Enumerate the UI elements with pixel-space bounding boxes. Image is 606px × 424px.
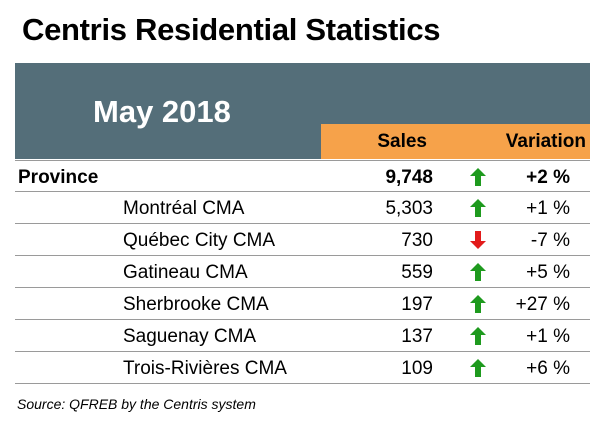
row-variation: -7 % [530, 230, 570, 251]
table-row: Québec City CMA 730 -7 % [15, 224, 590, 256]
row-name: Trois-Rivières CMA [123, 358, 287, 379]
row-name: Gatineau CMA [123, 262, 248, 283]
table-row: Sherbrooke CMA 197 +27 % [15, 288, 590, 320]
table-row-province: Province 9,748 +2 % [15, 160, 590, 192]
row-sales: 559 [401, 262, 433, 283]
page-title: Centris Residential Statistics [22, 12, 441, 47]
source-note: Source: QFREB by the Centris system [17, 396, 256, 412]
row-variation: +6 % [526, 358, 570, 379]
row-name: Province [18, 167, 99, 188]
arrow-up-icon [470, 327, 486, 345]
table-row: Saguenay CMA 137 +1 % [15, 320, 590, 352]
arrow-up-icon [470, 295, 486, 313]
table-row: Gatineau CMA 559 +5 % [15, 256, 590, 288]
row-sales: 9,748 [385, 167, 433, 188]
period-label: May 2018 [93, 94, 231, 129]
arrow-down-icon [470, 231, 486, 249]
row-sales: 109 [401, 358, 433, 379]
row-variation: +5 % [526, 262, 570, 283]
row-variation: +1 % [526, 326, 570, 347]
row-name: Sherbrooke CMA [123, 294, 269, 315]
variation-column-header: Variation [433, 124, 590, 159]
table-row: Montréal CMA 5,303 +1 % [15, 192, 590, 224]
row-sales: 137 [401, 326, 433, 347]
row-sales: 197 [401, 294, 433, 315]
row-variation: +1 % [526, 198, 570, 219]
row-sales: 730 [401, 230, 433, 251]
row-variation: +2 % [526, 167, 570, 188]
row-name: Montréal CMA [123, 198, 245, 219]
row-variation: +27 % [515, 294, 570, 315]
sales-column-header: Sales [321, 124, 433, 159]
row-name: Québec City CMA [123, 230, 276, 251]
arrow-up-icon [470, 359, 486, 377]
table-row: Trois-Rivières CMA 109 +6 % [15, 352, 590, 384]
arrow-up-icon [470, 168, 486, 186]
sales-column-label: Sales [377, 130, 427, 152]
row-name: Saguenay CMA [123, 326, 257, 347]
variation-column-label: Variation [505, 130, 586, 152]
row-sales: 5,303 [385, 198, 433, 219]
arrow-up-icon [470, 263, 486, 281]
arrow-up-icon [470, 199, 486, 217]
